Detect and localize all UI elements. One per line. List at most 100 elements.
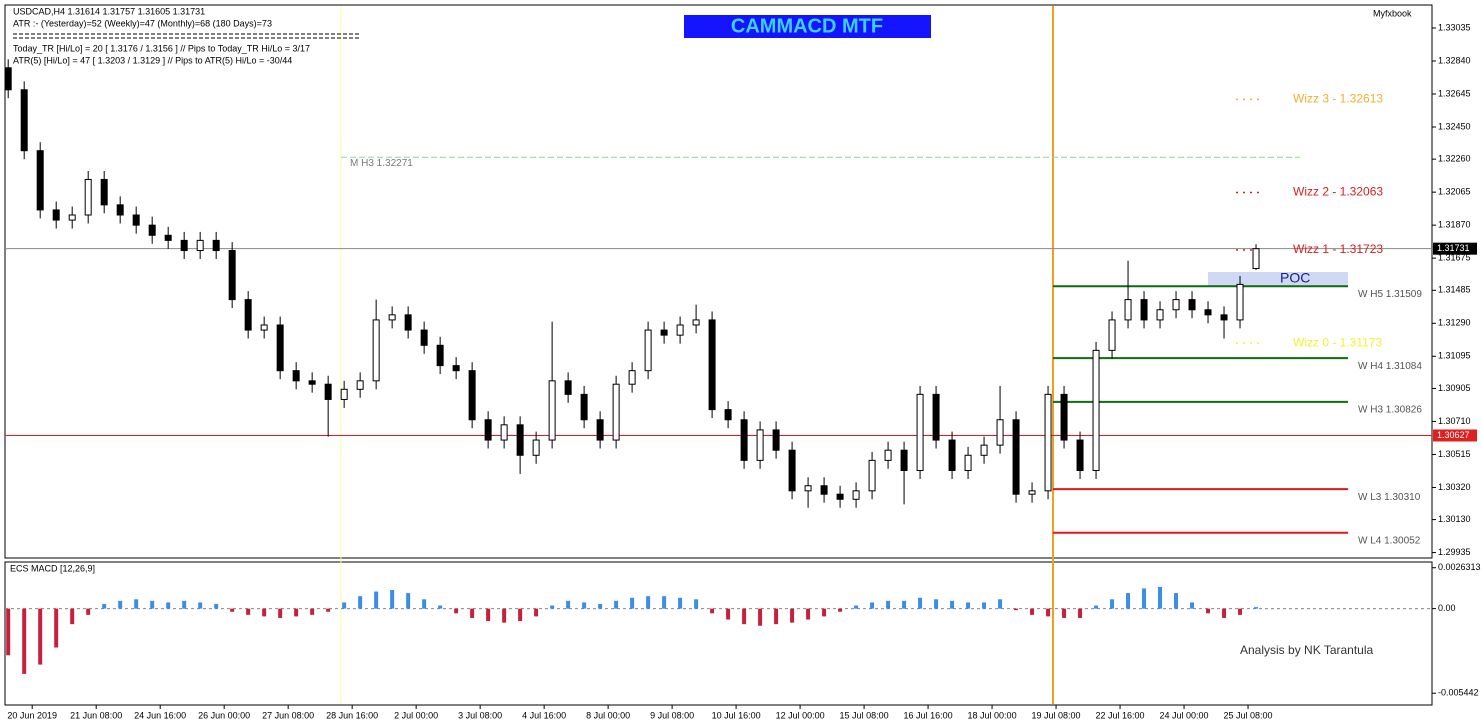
macd-bar <box>966 602 971 609</box>
y-tick-label: 1.32645 <box>1438 88 1471 98</box>
macd-bar <box>294 608 299 617</box>
y-tick-label: 0.0026313 <box>1438 562 1481 572</box>
macd-bar <box>1254 607 1259 609</box>
x-tick-label: 28 Jun 16:00 <box>326 710 378 720</box>
macd-bar <box>790 608 795 623</box>
y-tick-label: 1.32260 <box>1438 154 1471 164</box>
candle-body <box>676 324 684 336</box>
candle-body <box>628 370 636 385</box>
chart-title: CAMMACD MTF <box>731 15 883 37</box>
y-tick-label: 1.31485 <box>1438 285 1471 295</box>
macd-bar <box>1190 602 1195 609</box>
macd-bar <box>54 608 59 648</box>
macd-bar <box>678 597 683 609</box>
macd-bar <box>1014 608 1019 611</box>
candle-body <box>1028 490 1036 495</box>
macd-bar <box>1110 599 1115 609</box>
macd-bar <box>1126 593 1131 609</box>
candle-body <box>884 449 892 461</box>
x-tick-label: 18 Jul 00:00 <box>968 710 1017 720</box>
candle-body <box>36 150 44 211</box>
candle-body <box>740 419 748 461</box>
candle-body <box>1156 309 1164 321</box>
main-panel <box>4 4 1433 559</box>
candle-body <box>196 239 204 252</box>
macd-bar <box>886 600 891 609</box>
candle-body <box>516 424 524 456</box>
macd-bar <box>86 608 91 615</box>
candle-body <box>276 324 284 372</box>
macd-bar <box>534 608 539 617</box>
macd-bar <box>70 608 75 625</box>
candle-body <box>468 370 476 421</box>
candle-body <box>436 344 444 367</box>
macd-bar <box>1078 608 1083 618</box>
macd-bar <box>422 599 427 609</box>
pivot-label: W H4 1.31084 <box>1358 361 1422 372</box>
candle-body <box>948 439 956 472</box>
candle-body <box>772 429 780 451</box>
candle-body <box>580 393 588 421</box>
x-tick-label: 21 Jun 08:00 <box>70 710 122 720</box>
macd-bar <box>278 608 283 618</box>
candle-body <box>980 444 988 456</box>
candle-body <box>292 370 300 382</box>
macd-bar <box>822 608 827 617</box>
wizz-label: Wizz 3 - 1.32613 <box>1293 92 1383 106</box>
candle-body <box>1236 283 1244 321</box>
pivot-label: W H3 1.30826 <box>1358 404 1422 415</box>
macd-bar <box>1206 608 1211 614</box>
price-box <box>1433 242 1477 255</box>
candle-body <box>244 299 252 331</box>
x-tick-label: 26 Jun 00:00 <box>198 710 250 720</box>
candle-body <box>996 419 1004 446</box>
candle-body <box>340 388 348 400</box>
y-tick-label: 1.32840 <box>1438 55 1471 65</box>
x-tick-label: 10 Jul 16:00 <box>712 710 761 720</box>
candle-body <box>788 449 796 492</box>
candle-body <box>868 459 876 492</box>
y-tick-label: 1.33035 <box>1438 22 1471 32</box>
candle-body <box>228 250 236 301</box>
macd-bar <box>358 596 363 609</box>
macd-bar <box>710 608 715 614</box>
candle-body <box>260 324 268 331</box>
atr5-line: ATR(5) [Hi/Lo] = 47 [ 1.3203 / 1.3129 ] … <box>13 55 292 65</box>
pivot-label: W L4 1.30052 <box>1358 535 1421 546</box>
macd-bar <box>806 608 811 620</box>
candle-body <box>820 485 828 495</box>
y-tick-label: 1.31095 <box>1438 351 1471 361</box>
candle-body <box>84 178 92 216</box>
macd-bar <box>950 600 955 609</box>
x-tick-label: 2 Jul 00:00 <box>394 710 438 720</box>
macd-bar <box>934 599 939 609</box>
candle-body <box>180 239 188 252</box>
x-tick-label: 3 Jul 08:00 <box>458 710 502 720</box>
macd-bar <box>854 605 859 609</box>
candle-body <box>708 319 716 411</box>
x-tick-label: 12 Jul 00:00 <box>776 710 825 720</box>
candle-body <box>404 314 412 331</box>
macd-bar <box>326 608 331 612</box>
candle-body <box>724 409 732 421</box>
poc-zone <box>1208 272 1348 286</box>
macd-bar <box>262 608 267 617</box>
candle-body <box>1044 393 1052 492</box>
macd-bar <box>918 597 923 609</box>
price-box <box>1433 429 1477 442</box>
poc-label: POC <box>1280 270 1310 286</box>
symbol-line: USDCAD,H4 1.31614 1.31757 1.31605 1.3173… <box>13 6 205 16</box>
macd-bar <box>566 600 571 609</box>
macd-bar <box>390 589 395 609</box>
candle-body <box>900 449 908 472</box>
macd-bar <box>486 608 491 622</box>
y-tick-label: 1.32065 <box>1438 187 1471 197</box>
macd-bar <box>118 600 123 609</box>
candle-body <box>388 314 396 321</box>
x-tick-label: 20 Jun 2019 <box>7 710 57 720</box>
macd-bar <box>134 599 139 609</box>
candle-body <box>756 429 764 461</box>
x-tick-label: 15 Jul 08:00 <box>840 710 889 720</box>
macd-bar <box>1238 608 1243 615</box>
